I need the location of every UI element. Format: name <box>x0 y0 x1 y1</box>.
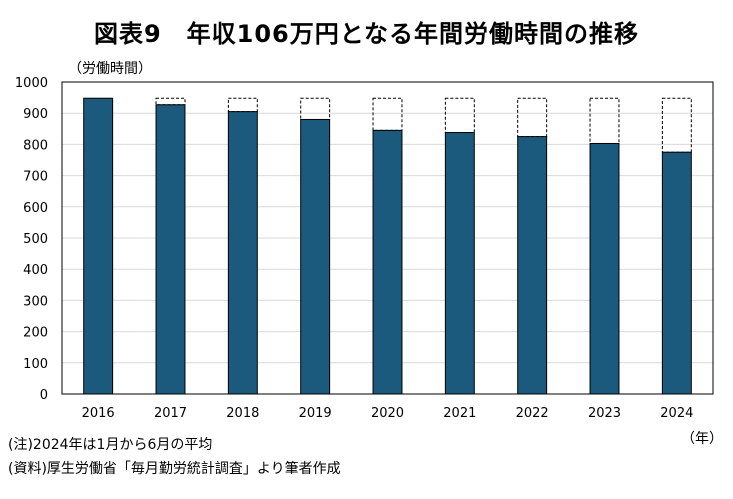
y-tick-label: 600 <box>23 201 48 216</box>
reference-outline-bar <box>372 97 403 131</box>
bar-2019 <box>300 118 331 395</box>
y-tick-label: 900 <box>23 107 48 122</box>
reference-outline-bar <box>155 97 186 106</box>
y-tick-label: 300 <box>23 294 48 309</box>
x-tick-label: 2019 <box>299 406 332 421</box>
y-tick-label: 400 <box>23 263 48 278</box>
y-tick-label: 500 <box>23 232 48 247</box>
x-tick-labels: 2016 2017 2018 2019 2020 2021 2022 2023 2024 <box>82 406 694 421</box>
bar-2020 <box>372 129 403 395</box>
y-tick-label: 800 <box>23 138 48 153</box>
y-tick-label: 0 <box>40 388 48 403</box>
x-tick-label: 2021 <box>443 406 476 421</box>
bar-2024 <box>661 151 692 395</box>
bar-2023 <box>589 142 620 395</box>
bar-2017 <box>155 104 186 395</box>
reference-outline-bar <box>227 97 258 113</box>
bar-2016 <box>83 97 114 395</box>
reference-outline-bar <box>589 97 620 144</box>
x-tick-label: 2018 <box>226 406 259 421</box>
y-tick-label: 700 <box>23 170 48 185</box>
bar-2021 <box>444 132 475 395</box>
y-tick-label: 200 <box>23 326 48 341</box>
y-tick-label: 100 <box>23 357 48 372</box>
y-tick-label: 1000 <box>15 76 48 91</box>
x-tick-label: 2016 <box>82 406 115 421</box>
bar-2022 <box>517 136 548 395</box>
chart-title: 図表9 年収106万円となる年間労働時間の推移 <box>93 20 640 48</box>
reference-outline-bar <box>444 97 475 134</box>
bars <box>83 97 692 395</box>
x-tick-label: 2020 <box>371 406 404 421</box>
footnote-note: (注)2024年は1月から6月の平均 <box>8 437 213 453</box>
plot-frame <box>61 81 714 395</box>
reference-outline-bar <box>517 97 548 138</box>
y-tick-labels: 0 100 200 300 400 500 600 700 800 900 1000 <box>15 76 48 403</box>
x-tick-label: 2022 <box>516 406 549 421</box>
x-tick-label: 2017 <box>154 406 187 421</box>
x-tick-label: 2024 <box>660 406 693 421</box>
x-tick-label: 2023 <box>588 406 621 421</box>
footnote-source: (資料)厚生労働省「毎月勤労統計調査」より筆者作成 <box>8 461 341 477</box>
bar-2018 <box>227 111 258 395</box>
x-axis-label: （年） <box>681 431 723 447</box>
reference-outline-bar <box>300 97 331 120</box>
y-axis-label: （労働時間） <box>68 61 152 77</box>
